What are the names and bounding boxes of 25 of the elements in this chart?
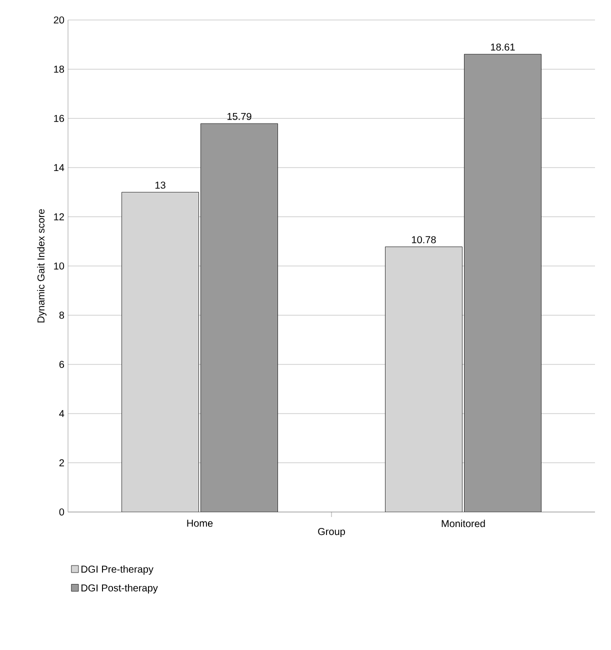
- legend-label: DGI Post-therapy: [81, 584, 158, 594]
- y-tick-label: 18: [54, 66, 64, 73]
- y-tick-label: 0: [59, 508, 64, 516]
- data-label: 10.78: [412, 236, 436, 244]
- y-tick-label: 10: [54, 262, 64, 270]
- bar: [385, 246, 462, 512]
- y-tick-label: 14: [54, 164, 64, 172]
- x-tick-label: Monitored: [442, 520, 485, 528]
- y-tick-label: 12: [54, 213, 64, 220]
- x-axis-title: Group: [318, 528, 345, 538]
- y-tick-label: 6: [59, 360, 64, 368]
- y-tick-label: 4: [59, 410, 64, 418]
- legend-label: DGI Pre-therapy: [81, 565, 154, 575]
- data-label: 18.61: [491, 44, 515, 51]
- y-tick-label: 20: [54, 16, 64, 24]
- data-label: 15.79: [228, 112, 252, 120]
- y-tick-label: 2: [59, 459, 64, 466]
- data-label: 13: [155, 182, 166, 189]
- y-tick-label: 8: [59, 312, 64, 319]
- x-tick-label: Home: [187, 520, 213, 527]
- y-tick-label: 16: [54, 114, 64, 122]
- bar: [200, 123, 278, 512]
- bar: [122, 192, 199, 512]
- y-axis-title: Dynamic Gait Index score: [37, 209, 46, 322]
- bar: [464, 54, 542, 512]
